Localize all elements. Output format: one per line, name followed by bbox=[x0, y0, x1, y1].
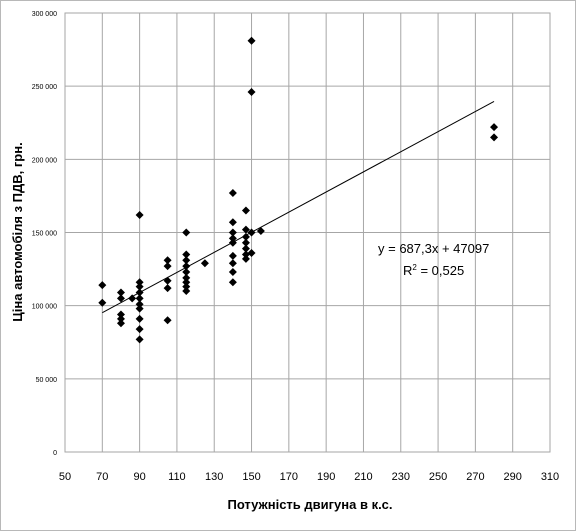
data-point bbox=[135, 210, 144, 219]
data-point bbox=[163, 316, 172, 325]
data-point bbox=[182, 282, 191, 291]
data-point bbox=[228, 218, 237, 227]
data-point bbox=[163, 284, 172, 293]
data-point bbox=[128, 294, 137, 303]
x-tick-label: 210 bbox=[354, 471, 372, 483]
data-point bbox=[182, 268, 191, 277]
data-point bbox=[182, 256, 191, 265]
data-point bbox=[116, 314, 125, 323]
data-point bbox=[182, 228, 191, 237]
trend-equation: y = 687,3x + 47097 bbox=[378, 241, 489, 256]
x-tick-label: 250 bbox=[429, 471, 447, 483]
y-axis-title: Ціна автомобіля з ПДВ, грн. bbox=[10, 142, 25, 321]
r2-superscript: 2 bbox=[412, 263, 417, 272]
data-point bbox=[163, 256, 172, 265]
data-point bbox=[247, 88, 256, 97]
data-point bbox=[247, 228, 256, 237]
data-point bbox=[228, 228, 237, 237]
data-point bbox=[116, 319, 125, 328]
data-point bbox=[241, 254, 250, 263]
data-point bbox=[135, 278, 144, 287]
data-point bbox=[490, 133, 499, 142]
x-tick-label: 170 bbox=[280, 471, 298, 483]
x-axis-title: Потужність двигуна в к.с. bbox=[227, 497, 392, 512]
x-tick-label: 150 bbox=[242, 471, 260, 483]
x-tick-label: 270 bbox=[466, 471, 484, 483]
x-tick-label: 230 bbox=[392, 471, 410, 483]
data-point bbox=[116, 294, 125, 303]
data-point bbox=[228, 251, 237, 260]
x-tick-label: 70 bbox=[96, 471, 108, 483]
data-point bbox=[98, 281, 107, 290]
data-point bbox=[135, 294, 144, 303]
data-point bbox=[241, 232, 250, 241]
y-tick-label: 300 000 bbox=[32, 11, 57, 18]
y-tick-labels: 0 50 000 100 000 150 000 200 000 250 000 300 0… bbox=[32, 11, 57, 457]
plot-area-border bbox=[64, 12, 551, 453]
trendline-group bbox=[102, 101, 495, 314]
y-tick-label: 100 000 bbox=[32, 304, 57, 311]
x-tick-label: 310 bbox=[541, 471, 559, 483]
y-tick-label: 0 bbox=[53, 450, 57, 457]
data-point bbox=[135, 282, 144, 291]
data-point bbox=[135, 314, 144, 323]
data-points bbox=[98, 36, 499, 344]
data-point bbox=[228, 268, 237, 277]
data-point bbox=[228, 238, 237, 247]
data-point bbox=[228, 188, 237, 197]
y-tick-label: 150 000 bbox=[32, 231, 57, 238]
data-point bbox=[241, 225, 250, 234]
y-tick-label: 50 000 bbox=[36, 377, 58, 384]
data-point bbox=[135, 300, 144, 309]
trendline bbox=[102, 101, 495, 314]
data-point bbox=[241, 238, 250, 247]
data-point bbox=[163, 262, 172, 271]
data-point bbox=[135, 288, 144, 297]
data-point bbox=[241, 244, 250, 253]
data-point bbox=[116, 288, 125, 297]
x-tick-label: 110 bbox=[168, 471, 186, 483]
data-point bbox=[135, 335, 144, 344]
data-point bbox=[98, 298, 107, 307]
x-tick-label: 90 bbox=[133, 471, 145, 483]
data-point bbox=[182, 262, 191, 271]
x-tick-labels: 50 70 90 110 130 150 170 190 210 230 250 270 290 310 bbox=[59, 471, 559, 483]
data-point bbox=[241, 206, 250, 215]
data-point bbox=[490, 123, 499, 132]
data-point bbox=[228, 278, 237, 287]
data-point bbox=[116, 310, 125, 319]
data-point bbox=[163, 276, 172, 285]
y-tick-label: 250 000 bbox=[32, 84, 57, 91]
r2-value: = 0,525 bbox=[417, 263, 464, 278]
data-point bbox=[241, 250, 250, 259]
x-tick-label: 50 bbox=[59, 471, 71, 483]
data-point bbox=[135, 325, 144, 334]
data-point bbox=[182, 287, 191, 296]
y-tick-label: 200 000 bbox=[32, 157, 57, 164]
data-point bbox=[247, 36, 256, 45]
data-point bbox=[200, 259, 209, 268]
x-tick-label: 130 bbox=[205, 471, 223, 483]
data-point bbox=[182, 278, 191, 287]
data-point bbox=[182, 250, 191, 259]
r2-prefix: R bbox=[403, 263, 412, 278]
data-point bbox=[228, 259, 237, 268]
r-squared-label: R2 = 0,525 bbox=[403, 263, 464, 278]
data-point bbox=[135, 304, 144, 313]
x-tick-label: 190 bbox=[317, 471, 335, 483]
gridlines bbox=[64, 12, 551, 453]
x-tick-label: 290 bbox=[504, 471, 522, 483]
data-point bbox=[182, 273, 191, 282]
data-point bbox=[228, 234, 237, 243]
data-point bbox=[247, 248, 256, 257]
data-point bbox=[256, 227, 265, 236]
